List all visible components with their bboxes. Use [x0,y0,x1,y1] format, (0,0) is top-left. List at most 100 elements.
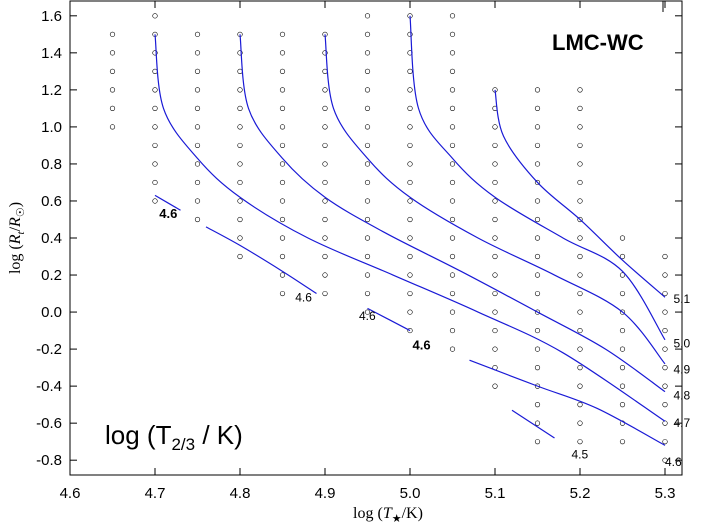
model-point [577,383,583,389]
y-tick-label: 1.4 [41,45,62,62]
model-point [449,290,456,297]
model-point [449,87,456,93]
model-point [662,309,668,315]
contour-line [154,194,181,211]
model-point [407,253,413,260]
model-point [662,420,668,426]
model-point [322,198,328,204]
model-point [492,124,498,130]
model-point [279,161,286,167]
model-point [492,383,498,389]
model-point [449,272,456,278]
model-point [577,346,583,352]
model-point [322,253,328,260]
y-tick-label: -0.8 [36,452,62,469]
model-point [407,216,413,223]
model-point [194,105,201,111]
model-point [194,87,201,93]
model-point [364,198,371,204]
corner-label: log (T2/3 / K) [105,420,243,454]
contour-label: 4.6 [295,290,312,304]
model-point [364,235,371,241]
model-point [577,365,583,371]
contour-line [511,409,555,439]
model-point [577,402,583,408]
model-point [407,179,413,186]
model-point [449,327,456,334]
model-point [152,161,158,167]
model-point [364,179,371,186]
contour-label: 4.5 [572,448,589,462]
model-point [492,272,498,278]
model-point [662,439,668,445]
model-point [237,50,243,56]
model-point [279,179,286,186]
model-point [322,290,328,297]
y-tick-label: 1.6 [41,8,62,25]
model-point [577,198,583,204]
model-point [194,179,201,186]
x-tick-label: 4.8 [230,485,251,502]
model-point [619,290,626,297]
model-point [152,68,158,74]
model-point [407,235,413,241]
model-point [577,87,583,93]
model-point [364,50,371,56]
model-point [534,87,541,93]
model-point [322,50,328,56]
model-point [322,68,328,74]
model-point [237,142,243,149]
contour-labels: 4.6 4.6 4.6 4.6 4.5 4.6 4.7 4.8 4.9 5.0 5.1 [159,206,690,469]
contour-lines [154,15,666,446]
y-tick-label: -0.2 [36,341,62,358]
model-grid [109,13,668,463]
y-tick-label: -0.6 [36,415,62,432]
x-tick-label: 4.6 [60,485,81,502]
model-point [279,142,286,149]
model-point [237,235,243,241]
model-point [577,290,583,297]
model-point [322,235,328,241]
model-point [194,124,201,130]
model-point [364,105,371,111]
contour-label: 4.9 [674,362,691,376]
model-point [322,179,328,186]
model-point [619,346,626,352]
model-point [492,161,498,167]
model-point [449,105,456,111]
model-point [322,161,328,167]
model-point [534,272,541,278]
model-point [237,216,243,223]
contour-line [324,34,666,365]
model-point [237,87,243,93]
model-point [407,124,413,130]
model-point [449,13,456,19]
model-point [407,272,413,278]
model-point [534,346,541,352]
model-point [492,179,498,186]
contour-line [154,34,666,422]
model-point [109,87,116,93]
model-point [662,253,668,260]
model-point [449,50,456,56]
model-point [662,402,668,408]
model-point [194,142,201,149]
model-point [577,235,583,241]
model-point [619,439,626,445]
contour-line [205,226,317,295]
model-point [322,216,328,223]
model-point [364,142,371,149]
model-point [577,105,583,111]
model-point [237,105,243,111]
model-point [534,309,541,315]
model-point [662,272,668,278]
model-point [322,87,328,93]
model-point [364,272,371,278]
model-point [194,68,201,74]
model-point [577,309,583,315]
x-tick-label: 4.7 [145,485,166,502]
model-point [152,142,158,149]
model-point [109,68,116,74]
model-point [534,235,541,241]
